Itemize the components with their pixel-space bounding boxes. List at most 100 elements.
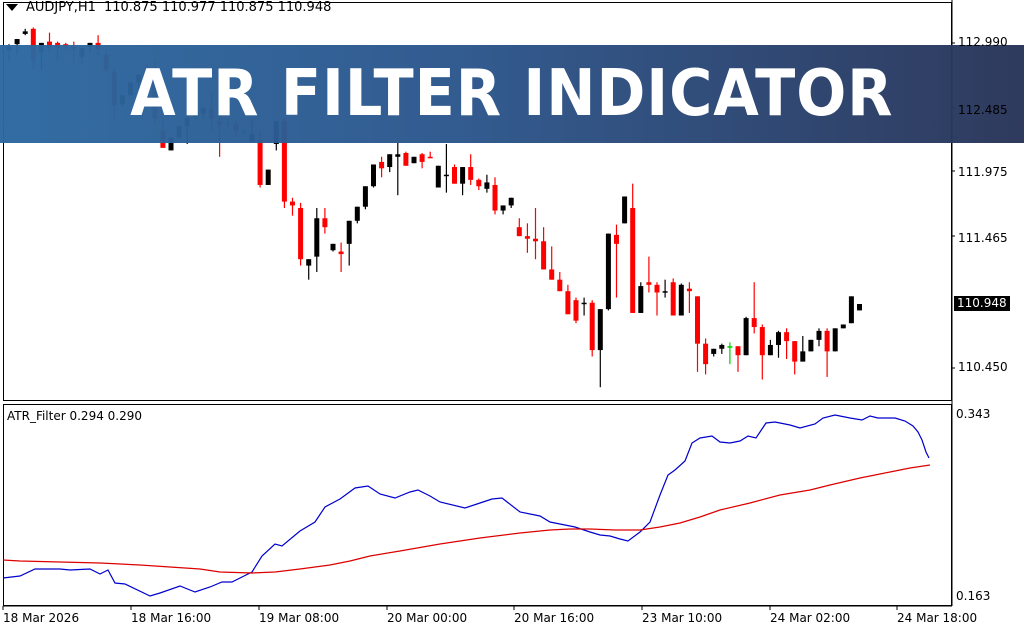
candle-body [808,339,814,352]
candle-body [824,330,830,352]
candle-body [87,42,93,47]
candle-body [784,332,790,342]
candle-body [670,282,676,316]
banner-title: ATR FILTER INDICATOR [130,57,894,131]
candle-body [14,39,20,45]
time-tick: 24 Mar 18:00 [897,611,978,625]
time-tick: 19 Mar 08:00 [259,611,340,625]
candle-body [443,174,449,177]
candle-body [767,344,773,356]
time-tick: 24 Mar 02:00 [770,611,851,625]
ohlc-values: 110.875 110.977 110.875 110.948 [103,0,332,15]
candle-body [30,28,36,61]
candle-body [168,137,174,151]
candle-body [524,236,530,239]
candle-body [589,302,595,351]
candle-body [508,197,514,206]
candle-body [597,309,603,351]
candle-body [435,165,441,188]
candle-body [298,208,304,260]
candle-body [395,154,401,157]
candle-body [290,201,295,206]
candle-body [257,140,263,185]
candle-body [565,291,571,315]
price-tick: 110.450 [958,360,1008,374]
candle-body [605,233,611,310]
candle-body [686,288,692,292]
candle-body [47,41,52,48]
symbol-label: AUDJPY,H1 [26,0,96,15]
indicator-pane-frame [3,404,952,606]
indicator-tick: 0.343 [956,407,991,421]
candle-body [362,186,368,207]
candle-body [654,284,660,293]
candle-body [411,156,417,164]
candle-body [792,341,798,362]
candle-body [500,205,506,211]
candle-body [549,269,555,280]
triangle-down-icon[interactable] [6,4,18,11]
candle-body [832,328,838,352]
candle-body [695,296,700,344]
candle-body [476,179,482,187]
candle-body [22,31,28,34]
candle-body [452,167,457,184]
candle-body [492,184,498,211]
candle-body [338,251,344,255]
candle-body [703,343,709,365]
candle-body [622,196,628,224]
candle-body [638,286,644,313]
time-tick: 23 Mar 10:00 [642,611,723,625]
candle-body [419,154,425,162]
candle-body [776,332,781,345]
candle-body [711,348,717,354]
current-price-tag: 110.948 [954,296,1010,311]
candle-body [403,152,409,166]
candle-body [468,167,474,180]
candle-body [330,243,336,251]
candle-body [848,296,854,324]
candle-body [516,227,522,237]
candle-body [346,220,352,244]
candle-body [840,324,846,329]
candle-body [281,120,287,202]
candle-body [371,164,376,187]
candle-body [322,218,328,228]
atr-lines [2,414,931,597]
price-tick: 111.465 [958,231,1008,245]
candle-body [735,346,741,356]
candle-body [265,169,271,185]
candle-body [743,318,749,356]
candle-body [800,351,806,362]
candle-body [484,182,490,189]
candle-body [541,241,547,270]
price-tick: 112.485 [958,103,1008,117]
candle-body [630,208,636,313]
candle-body [427,156,433,159]
atr-ma-line [2,464,931,574]
candle-body [662,291,668,293]
candle-body [719,344,725,349]
time-tick: 20 Mar 16:00 [514,611,595,625]
candle-body [387,154,393,168]
candle-body [354,206,360,221]
candle-body [727,346,733,348]
candle-body [751,318,757,328]
candle-body [314,218,320,257]
candle-body [306,259,312,266]
price-tick: 111.975 [958,165,1008,179]
candle-body [759,327,765,356]
title-banner: ATR FILTER INDICATOR [0,45,1024,143]
candle-body [379,161,385,169]
candle-body [678,284,684,316]
indicator-tick: 0.163 [956,589,991,603]
price-tick: 112.990 [958,35,1008,49]
candle-body [460,167,466,184]
candle-body [581,302,587,305]
time-tick: 18 Mar 2026 [3,611,80,625]
time-tick: 20 Mar 00:00 [387,611,468,625]
candle-body [533,238,538,242]
candle-body [857,304,862,311]
atr-line [2,414,930,597]
candle-body [614,234,619,244]
